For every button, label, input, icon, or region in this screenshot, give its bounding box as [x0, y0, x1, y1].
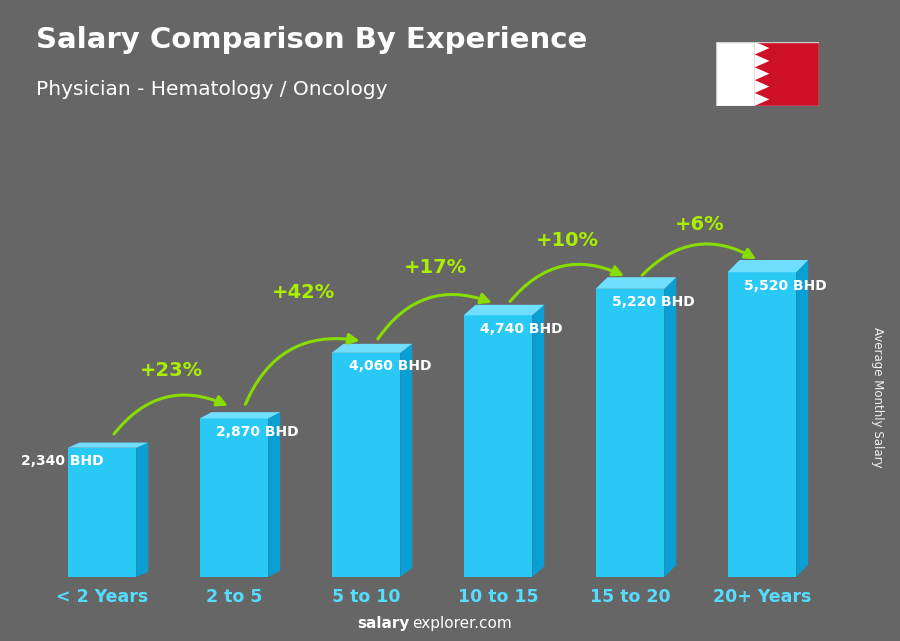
Text: explorer.com: explorer.com [412, 617, 512, 631]
Text: 4,060 BHD: 4,060 BHD [348, 360, 431, 374]
Polygon shape [332, 353, 400, 577]
Polygon shape [596, 278, 676, 288]
Polygon shape [728, 260, 808, 272]
Polygon shape [464, 305, 544, 315]
Text: 5,220 BHD: 5,220 BHD [612, 296, 695, 310]
Polygon shape [268, 412, 280, 577]
Polygon shape [464, 315, 532, 577]
Polygon shape [596, 288, 664, 577]
Polygon shape [796, 260, 808, 577]
Polygon shape [755, 42, 770, 54]
Polygon shape [532, 305, 544, 577]
Text: Salary Comparison By Experience: Salary Comparison By Experience [36, 26, 587, 54]
Text: 5,520 BHD: 5,520 BHD [744, 279, 827, 293]
Text: 4,740 BHD: 4,740 BHD [481, 322, 563, 336]
Text: 2,870 BHD: 2,870 BHD [216, 425, 299, 439]
Polygon shape [68, 447, 136, 577]
Bar [716, 42, 755, 106]
Text: +10%: +10% [536, 231, 598, 250]
Text: Average Monthly Salary: Average Monthly Salary [871, 327, 884, 468]
Text: +42%: +42% [272, 283, 335, 303]
Polygon shape [332, 344, 412, 353]
Text: salary: salary [357, 617, 410, 631]
Text: +23%: +23% [140, 361, 203, 380]
Polygon shape [755, 67, 770, 80]
Polygon shape [755, 80, 770, 93]
Polygon shape [68, 442, 148, 447]
Text: 2,340 BHD: 2,340 BHD [21, 454, 104, 468]
Polygon shape [755, 54, 770, 67]
Polygon shape [728, 272, 796, 577]
Polygon shape [664, 278, 676, 577]
Polygon shape [200, 412, 280, 419]
Polygon shape [200, 419, 268, 577]
Text: Physician - Hematology / Oncology: Physician - Hematology / Oncology [36, 80, 388, 99]
Polygon shape [400, 344, 412, 577]
Polygon shape [755, 93, 770, 106]
Bar [755, 42, 819, 106]
Text: +6%: +6% [675, 215, 724, 233]
Text: +17%: +17% [404, 258, 467, 277]
Polygon shape [136, 442, 149, 577]
